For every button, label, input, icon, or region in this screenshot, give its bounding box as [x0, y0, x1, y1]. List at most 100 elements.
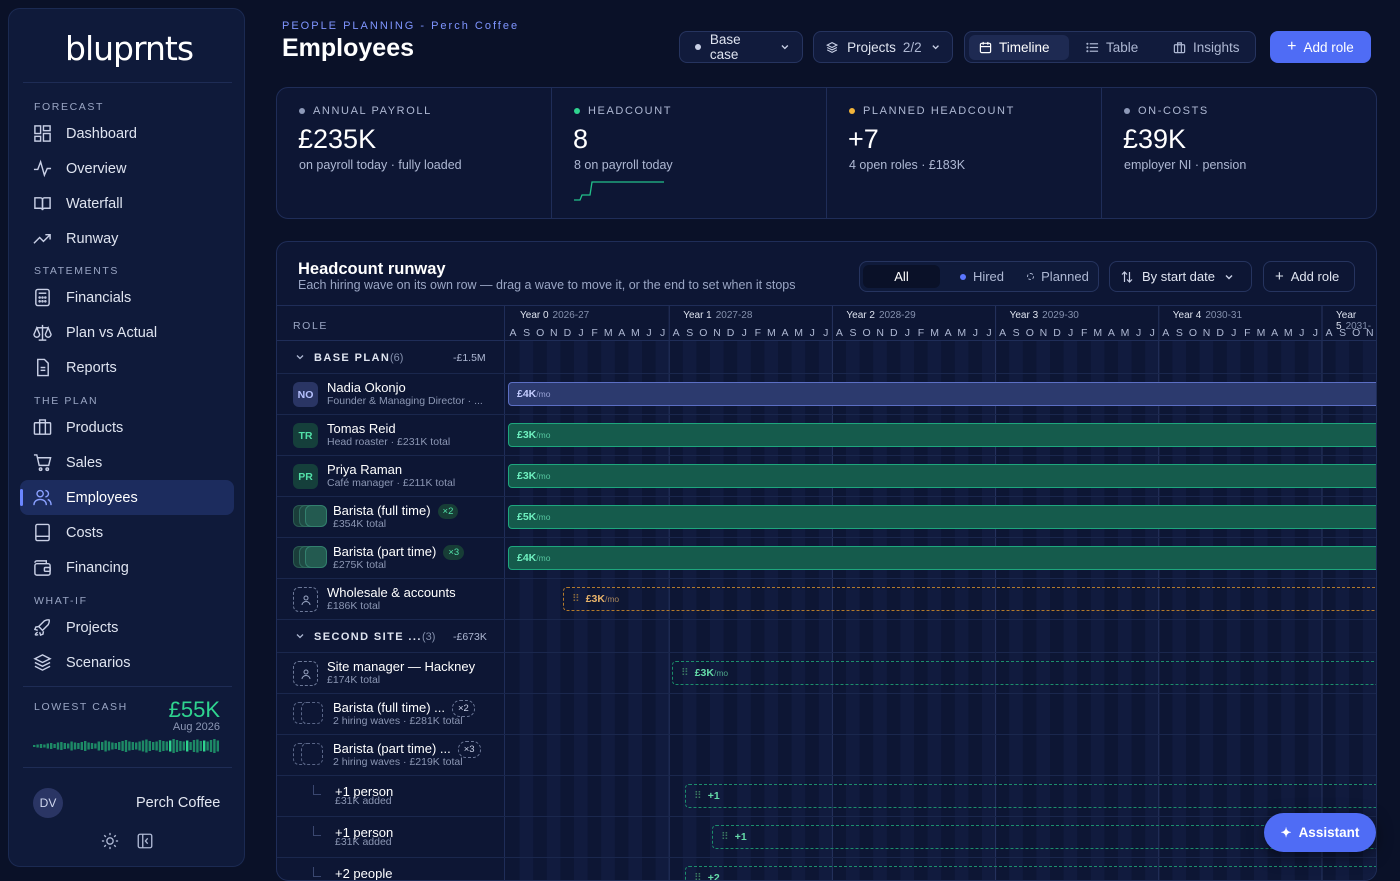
table-row[interactable]: PR Priya Raman Café manager · £211K tota… [277, 456, 1376, 497]
section-plan-label: THE PLAN [34, 395, 99, 407]
filter-hired[interactable]: Hired [946, 265, 1018, 288]
hiring-wave-bar[interactable]: ⠿ +1 [712, 825, 1376, 849]
filter-planned[interactable]: Planned [1018, 265, 1098, 288]
sparkle-icon: ✦ [1280, 824, 1292, 840]
section-statements-label: STATEMENTS [34, 265, 120, 277]
hiring-wave-bar[interactable]: ⠿ £3K/mo [563, 587, 1376, 611]
drag-handle-icon[interactable]: ⠿ [681, 667, 689, 679]
hiring-wave-bar[interactable]: £3K/mo [508, 423, 1376, 447]
sidebar-item-sales[interactable]: Sales [20, 445, 234, 480]
table-row[interactable]: +1 person £31K added ⠿ +1 [277, 776, 1376, 817]
sparkline-bar [165, 741, 168, 751]
sort-select[interactable]: By start date [1109, 261, 1252, 292]
table-row[interactable]: TR Tomas Reid Head roaster · £231K total… [277, 415, 1376, 456]
sidebar-item-reports[interactable]: Reports [20, 350, 234, 385]
bar-value: £3K [517, 470, 537, 482]
drag-handle-icon[interactable]: ⠿ [694, 790, 702, 802]
group-count: (3) [422, 631, 436, 643]
hiring-wave-bar[interactable]: ⠿ +1 [685, 784, 1376, 808]
sparkline-bar [135, 742, 138, 750]
sidebar-item-waterfall[interactable]: Waterfall [20, 186, 234, 221]
assistant-button[interactable]: ✦ Assistant [1264, 813, 1376, 852]
sparkline-bar [145, 739, 148, 753]
sidebar-item-label: Runway [66, 230, 119, 247]
sparkline-bar [36, 744, 39, 748]
table-row[interactable]: Barista (full time) ×2 £354K total £5K/mo [277, 497, 1376, 538]
month-tick-label: O [699, 327, 708, 339]
tree-connector [313, 867, 321, 877]
sparkline-bar [128, 741, 131, 751]
group-header-base-plan[interactable]: BASE PLAN (6) -£1.5M [277, 341, 1376, 374]
hiring-wave-bar[interactable]: £4K/mo [508, 546, 1376, 570]
tab-insights[interactable]: Insights [1163, 35, 1253, 60]
sidebar-item-dashboard[interactable]: Dashboard [20, 116, 234, 151]
filter-all[interactable]: All [863, 265, 940, 288]
bar-unit: /mo [713, 668, 729, 678]
dashboard-icon [34, 125, 51, 142]
sparkline-bar [46, 743, 49, 749]
group-header-second-site[interactable]: SECOND SITE ... (3) -£673K [277, 620, 1376, 653]
scenario-select[interactable]: Base case [679, 31, 803, 63]
sidebar-item-products[interactable]: Products [20, 410, 234, 445]
table-row[interactable]: +2 people ⠿ +2 [277, 858, 1376, 881]
hiring-wave-bar[interactable]: ⠿ +2 [685, 866, 1376, 881]
collapse-sidebar-icon[interactable] [136, 832, 154, 850]
month-tick-label: A [944, 327, 952, 339]
theme-toggle-icon[interactable] [101, 832, 119, 850]
sidebar-item-plan-vs-actual[interactable]: Plan vs Actual [20, 315, 234, 350]
hiring-wave-bar[interactable]: £5K/mo [508, 505, 1376, 529]
month-tick-label: J [904, 327, 911, 339]
count-badge: ×2 [451, 700, 475, 717]
sparkline-bar [172, 739, 175, 753]
month-tick-label: N [876, 327, 884, 339]
sidebar-item-costs[interactable]: Costs [20, 515, 234, 550]
tab-label: Insights [1193, 40, 1240, 55]
sidebar-item-label: Costs [66, 524, 104, 541]
group-avatar-stack [293, 505, 327, 527]
month-tick-label: A [1107, 327, 1115, 339]
sidebar-item-overview[interactable]: Overview [20, 151, 234, 186]
app-logo[interactable]: bluprnts [65, 29, 194, 68]
sidebar-item-financials[interactable]: Financials [20, 280, 234, 315]
sidebar-item-projects[interactable]: Projects [20, 610, 234, 645]
table-row[interactable]: +1 person £31K added ⠿ +1 [277, 817, 1376, 858]
table-row[interactable]: Barista (part time) ×3 £275K total £4K/mo [277, 538, 1376, 579]
hiring-wave-bar[interactable]: £3K/mo [508, 464, 1376, 488]
table-row[interactable]: Site manager — Hackney £174K total ⠿ £3K /… [277, 653, 1376, 694]
month-tick-label: M [794, 327, 803, 339]
tab-table[interactable]: Table [1076, 35, 1156, 60]
role-name-text: Barista (full time) ... [333, 700, 445, 715]
chevron-down-icon[interactable] [295, 352, 305, 362]
panel-add-role-button[interactable]: + Add role [1263, 261, 1355, 292]
chevron-down-icon[interactable] [295, 631, 305, 641]
sidebar-item-runway[interactable]: Runway [20, 221, 234, 256]
table-row[interactable]: Wholesale & accounts £186K total ⠿ £3K/mo [277, 579, 1376, 620]
user-profile[interactable]: DV Perch Coffee [33, 788, 233, 828]
hiring-wave-bar[interactable]: £4K/mo [508, 382, 1376, 406]
table-row[interactable]: NO Nadia Okonjo Founder & Managing Direc… [277, 374, 1376, 415]
sparkline-bar [97, 741, 100, 751]
group-avatar-stack [293, 546, 327, 568]
month-tick-label: J [1135, 327, 1142, 339]
layers-icon [33, 654, 52, 671]
drag-handle-icon[interactable]: ⠿ [572, 593, 580, 605]
drag-handle-icon[interactable]: ⠿ [721, 831, 729, 843]
sidebar-item-financing[interactable]: Financing [20, 550, 234, 585]
role-name: Barista (part time) ×3 [333, 544, 465, 560]
lowest-cash-widget[interactable]: LOWEST CASH £55K Aug 2026 [23, 689, 233, 767]
sparkline-bar [39, 744, 43, 748]
tab-timeline[interactable]: Timeline [969, 35, 1069, 60]
add-role-button[interactable]: + Add role [1270, 31, 1371, 63]
projects-select[interactable]: Projects 2/2 [813, 31, 953, 63]
drag-handle-icon[interactable]: ⠿ [694, 872, 702, 881]
sidebar-item-scenarios[interactable]: Scenarios [20, 645, 234, 680]
hired-dot-icon [959, 273, 966, 280]
table-row[interactable]: Barista (part time) ... ×3 2 hiring waves… [277, 735, 1376, 776]
hiring-wave-bar[interactable]: ⠿ £3K/mo [672, 661, 1376, 685]
month-tick-label: J [578, 327, 584, 339]
sidebar-item-employees[interactable]: Employees [20, 480, 234, 515]
table-row[interactable]: Barista (full time) ... ×2 2 hiring waves… [277, 694, 1376, 735]
scenario-dot-icon [695, 44, 701, 50]
month-tick-label: M [767, 327, 776, 339]
